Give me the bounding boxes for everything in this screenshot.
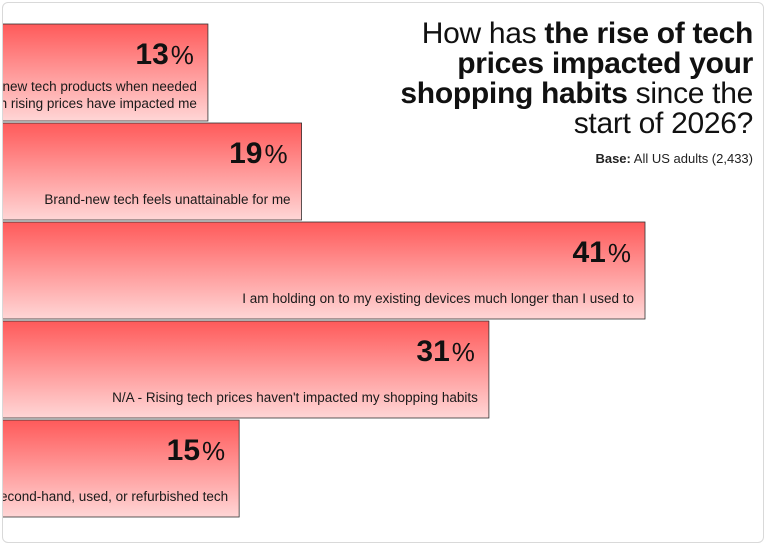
bar bbox=[3, 122, 302, 221]
bar-category-label: I continue to buy new tech products when… bbox=[3, 79, 197, 94]
bar-category-label: I'm shifting toward buying second-hand, … bbox=[3, 489, 228, 504]
bar-value-unit: % bbox=[202, 436, 225, 466]
bar bbox=[3, 221, 646, 320]
title-part-1: How has bbox=[421, 17, 545, 50]
bar-value-number: 31 bbox=[416, 335, 449, 368]
bar-value-label: 15% bbox=[167, 434, 226, 467]
bar-group: 31% N/A - Rising tech prices haven't impa… bbox=[3, 320, 490, 419]
bar-value-unit: % bbox=[452, 337, 475, 367]
bar-value-label: 41% bbox=[573, 236, 632, 269]
bar bbox=[3, 320, 490, 419]
bar-value-label: 31% bbox=[416, 335, 475, 368]
bar bbox=[3, 419, 240, 518]
bar-group: 13% I continue to buy new tech products w… bbox=[3, 23, 209, 122]
bar-category-label: even though rising prices have impacted … bbox=[3, 96, 197, 111]
bar-category-label: I am holding on to my existing devices m… bbox=[242, 291, 634, 306]
bar-value-unit: % bbox=[608, 238, 631, 268]
bar-value-number: 19 bbox=[229, 137, 262, 170]
bar-value-unit: % bbox=[264, 139, 287, 169]
title-part-2: the rise of tech prices impacted your sh… bbox=[400, 17, 753, 110]
bar-value-number: 15 bbox=[167, 434, 200, 467]
bar-chart: 13% I continue to buy new tech products w… bbox=[3, 23, 646, 518]
bar-value-number: 41 bbox=[573, 236, 606, 269]
base-label: Base: bbox=[595, 151, 631, 166]
bar-group: 41% I am holding on to my existing device… bbox=[3, 221, 646, 320]
title-part-3: since the start of 2026? bbox=[573, 77, 754, 140]
base-text: All US adults (2,433) bbox=[630, 151, 753, 166]
bar-value-unit: % bbox=[171, 40, 194, 70]
bar-group: 15% I'm shifting toward buying second-han… bbox=[3, 419, 240, 518]
bar-group: 19% Brand-new tech feels unattainable for… bbox=[3, 122, 302, 221]
bar-value-label: 19% bbox=[229, 137, 288, 170]
base-note: Base: All US adults (2,433) bbox=[393, 151, 753, 166]
bar-category-label: N/A - Rising tech prices haven't impacte… bbox=[112, 390, 478, 405]
bar-value-number: 13 bbox=[135, 38, 168, 71]
chart-title: How has the rise of tech prices impacted… bbox=[393, 19, 753, 139]
bar-value-label: 13% bbox=[135, 38, 194, 71]
bar-category-label: Brand-new tech feels unattainable for me bbox=[44, 192, 290, 207]
title-block: How has the rise of tech prices impacted… bbox=[393, 19, 753, 167]
bar bbox=[3, 23, 209, 122]
